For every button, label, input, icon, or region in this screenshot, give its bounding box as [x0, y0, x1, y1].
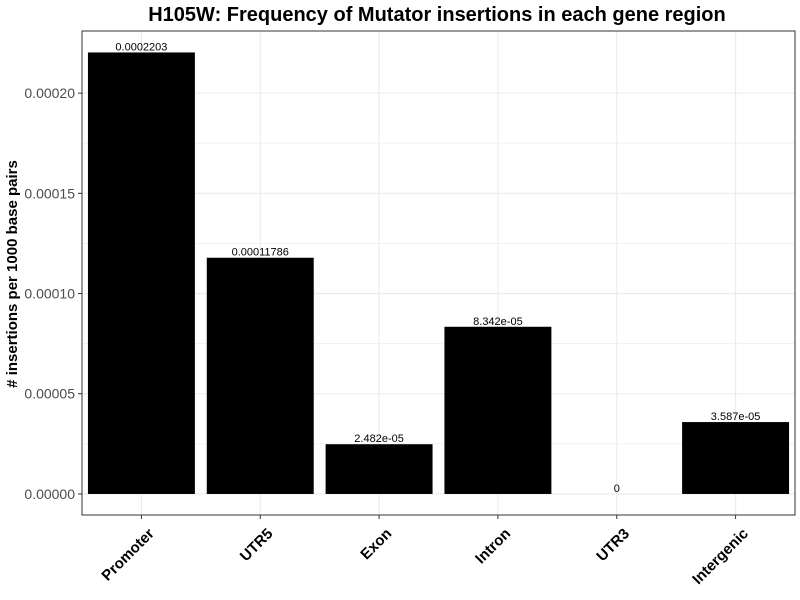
y-tick-label: 0.00010 [24, 286, 75, 302]
panel-border [81, 30, 796, 516]
x-tick-label-utr3: UTR3 [593, 525, 633, 565]
x-tick-label-promoter: Promoter [98, 525, 157, 584]
y-axis: 0.00000 0.00005 0.00010 0.00015 0.00020 [24, 85, 82, 502]
x-tick-label-intron: Intron [472, 525, 514, 567]
bar-intergenic [682, 422, 790, 494]
data-label-intron: 8.342e-05 [473, 316, 523, 328]
data-label-promoter: 0.0002203 [115, 41, 167, 53]
x-tick-label-intergenic: Intergenic [689, 525, 752, 588]
y-axis-label: # insertions per 1000 base pairs [4, 160, 21, 388]
data-label-utr3: 0 [614, 483, 620, 495]
bars [87, 52, 790, 494]
data-label-utr5: 0.00011786 [232, 247, 289, 259]
data-label-exon: 2.482e-05 [354, 433, 404, 445]
bar-intron [444, 326, 552, 494]
x-tick-label-utr5: UTR5 [237, 525, 277, 565]
y-tick-label: 0.00015 [24, 185, 75, 201]
x-tick-label-exon: Exon [357, 525, 395, 563]
data-labels: 0.0002203 0.00011786 2.482e-05 8.342e-05 0 3.… [115, 41, 760, 495]
bar-utr5 [206, 257, 314, 494]
data-label-intergenic: 3.587e-05 [711, 411, 761, 423]
y-tick-label: 0.00005 [24, 386, 75, 402]
chart-title: H105W: Frequency of Mutator insertions i… [148, 4, 726, 26]
y-tick-label: 0.00000 [24, 486, 75, 502]
bar-promoter [87, 52, 195, 494]
y-tick-label: 0.00020 [24, 85, 75, 101]
x-axis: Promoter UTR5 Exon Intron UTR3 Intergenic [98, 515, 752, 588]
bar-exon [325, 444, 433, 494]
